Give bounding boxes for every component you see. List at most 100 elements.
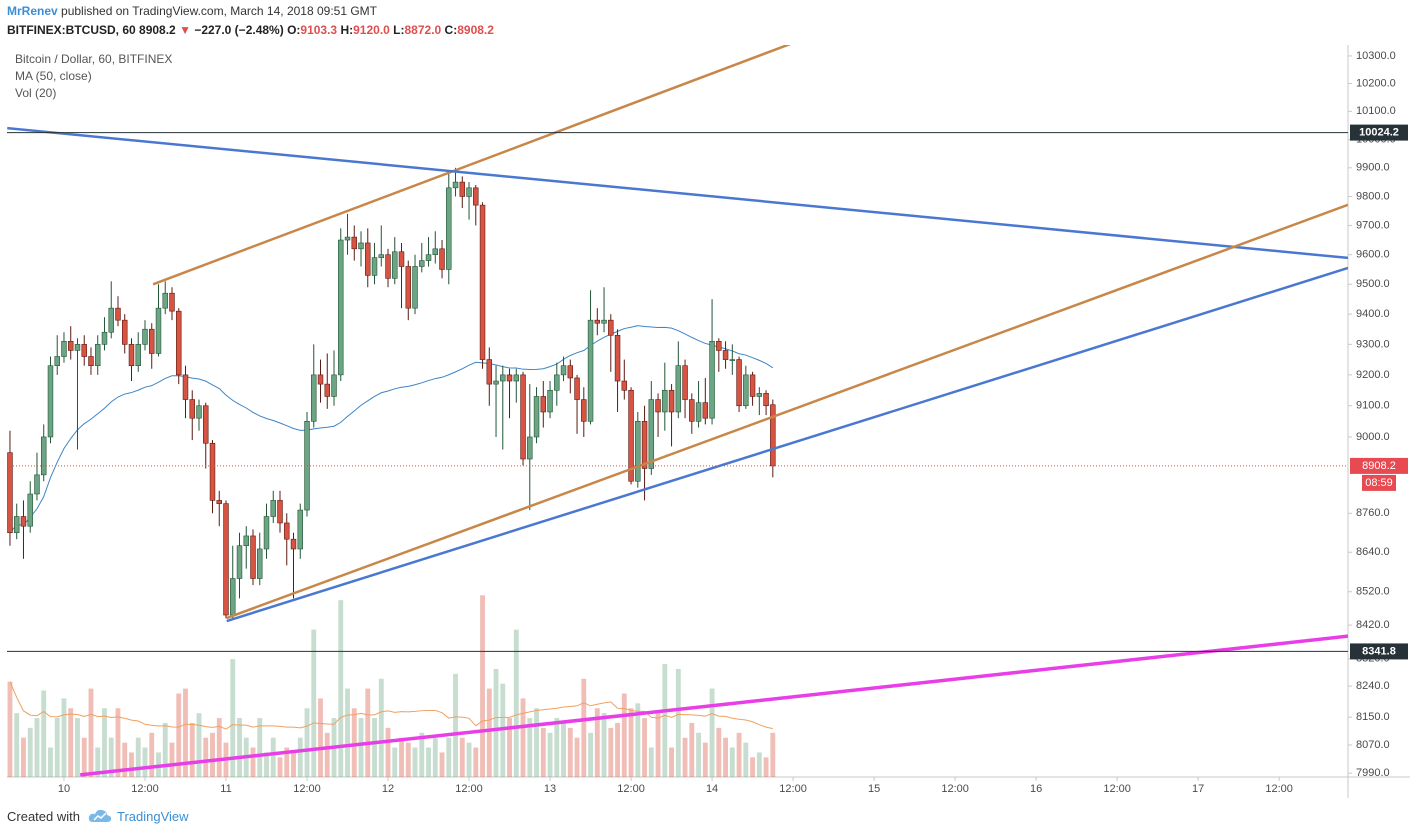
candle-body: [533, 396, 540, 438]
volume-bar: [183, 688, 188, 777]
volume-bar: [14, 713, 20, 777]
candle-body: [439, 248, 445, 270]
x-tick-label: 12:00: [293, 783, 321, 795]
candle-body: [446, 187, 452, 270]
volume-bar: [588, 732, 593, 777]
volume-bar: [54, 718, 60, 777]
ohlc-value: 9120.0: [353, 23, 390, 37]
arrow: ▼: [179, 23, 191, 37]
candle-body: [648, 399, 655, 469]
volume-bar: [466, 742, 472, 777]
y-tick-label: 8640.0: [1356, 546, 1390, 558]
candle-body: [756, 393, 763, 397]
volume-bar: [61, 698, 67, 777]
candle-body: [223, 503, 229, 616]
volume-bar: [750, 757, 756, 777]
candle-body: [614, 334, 621, 382]
price-label: 10024.2: [1359, 127, 1399, 139]
volume-bar: [446, 737, 452, 777]
candle-body: [209, 442, 216, 501]
volume-bar: [237, 718, 242, 777]
candle-body: [398, 251, 405, 267]
candle-body: [176, 310, 182, 376]
volume-bar: [203, 737, 209, 777]
candle-body: [506, 374, 513, 382]
volume-bar: [250, 747, 256, 777]
candle-body: [432, 248, 439, 256]
candle-body: [513, 374, 520, 382]
x-tick-label: 12:00: [455, 783, 483, 795]
volume-bar: [297, 737, 303, 777]
candle-body: [257, 548, 263, 579]
candle-body: [385, 254, 391, 279]
countdown-box: [1362, 474, 1396, 491]
candle-body: [405, 266, 412, 309]
x-tick-label: 17: [1192, 783, 1204, 795]
trend-line: [226, 266, 1348, 623]
y-tick-label: 9000.0: [1356, 431, 1390, 443]
volume-bar: [439, 752, 445, 777]
candle-body: [108, 307, 114, 333]
candle-body: [47, 365, 54, 438]
candle-body: [547, 389, 553, 413]
price-label-box: [1350, 643, 1408, 660]
volume-bar: [372, 718, 377, 777]
candle-body: [540, 396, 547, 413]
candle-body: [621, 380, 628, 391]
volume-bar: [655, 713, 661, 777]
logo: [88, 809, 112, 822]
candle-body: [61, 341, 67, 357]
y-tick-label: 9300.0: [1356, 338, 1390, 350]
candle-body: [344, 236, 351, 241]
candle-body: [722, 350, 729, 360]
volume-bar: [696, 732, 701, 777]
volume-bar: [615, 722, 620, 777]
candle-body: [149, 328, 155, 354]
trend-line: [226, 203, 1348, 620]
volume-bar: [345, 688, 350, 777]
footer-brand[interactable]: TradingView: [117, 809, 189, 824]
candle-body: [682, 365, 688, 400]
candle-body: [371, 257, 378, 276]
x-tick-label: 12: [382, 783, 394, 795]
candle-body: [419, 260, 425, 267]
candle-body: [13, 516, 20, 533]
volume-bar: [426, 747, 431, 777]
candle-body: [459, 181, 466, 197]
volume-bar: [473, 747, 479, 777]
x-tick-label: 14: [706, 783, 718, 795]
volume-bar: [365, 688, 371, 777]
candle-body: [338, 239, 344, 376]
candle-body: [189, 399, 195, 419]
ohlc-label: L:: [393, 23, 405, 37]
x-tick-label: 12:00: [617, 783, 645, 795]
y-tick-label: 10300.0: [1356, 50, 1396, 62]
volume-bar: [95, 747, 101, 777]
volume-bar: [635, 703, 641, 777]
y-tick-label: 10200.0: [1356, 77, 1396, 89]
candle-body: [527, 436, 533, 460]
candle-body: [277, 500, 283, 524]
change: −227.0 (−2.48%): [194, 23, 284, 37]
candle-body: [236, 545, 243, 579]
candle-body: [250, 535, 256, 579]
volume-bar: [628, 708, 634, 777]
candle-body: [365, 242, 371, 276]
price-pane: [7, 45, 1348, 777]
y-tick-label: 9600.0: [1356, 249, 1390, 261]
symbol: BITFINEX:BTCUSD, 60: [7, 23, 136, 37]
candle-body: [263, 516, 270, 550]
y-tick-label: 7990.0: [1356, 767, 1390, 779]
volume-bar: [392, 747, 398, 777]
author[interactable]: MrRenev: [7, 4, 58, 18]
volume-bar: [81, 737, 87, 777]
volume-bar: [264, 752, 269, 777]
candle-body: [581, 399, 587, 422]
ohlc-value: 8872.0: [404, 23, 442, 37]
candle-body: [122, 319, 128, 345]
volume-bar: [48, 747, 53, 777]
y-tick-label: 9400.0: [1356, 308, 1390, 320]
candle-body: [486, 359, 493, 385]
candle-body: [155, 307, 162, 354]
y-tick-label: 9200.0: [1356, 369, 1390, 381]
